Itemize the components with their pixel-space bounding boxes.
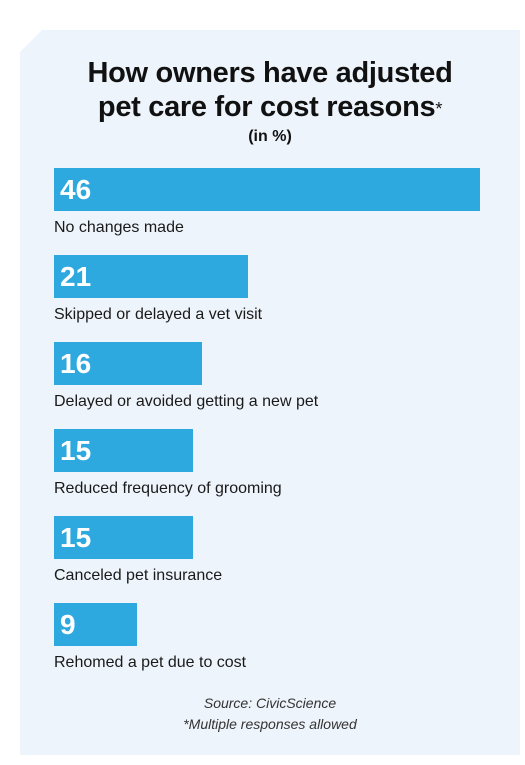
chart-title-line-1: How owners have adjusted	[87, 57, 453, 89]
source-note: Source: CivicScience	[203, 695, 337, 711]
bar-4	[54, 429, 193, 472]
chart-title: How owners have adjusted pet care for co…	[20, 56, 520, 124]
category-label-3: Delayed or avoided getting a new pet	[54, 393, 319, 410]
bar-value-label-6: 9	[60, 609, 76, 640]
category-label-6: Rehomed a pet due to cost	[54, 654, 247, 671]
chart-title-line-2: pet care for cost reasons*	[20, 90, 520, 124]
chart-subtitle: (in %)	[248, 128, 292, 145]
bar-value-label-5: 15	[60, 522, 92, 553]
category-label-4: Reduced frequency of grooming	[54, 480, 282, 497]
category-label-5: Canceled pet insurance	[54, 567, 223, 584]
bar-value-label-3: 16	[60, 348, 92, 379]
bar-5	[54, 516, 193, 559]
category-label-1: No changes made	[54, 219, 184, 236]
bar-3	[54, 342, 202, 385]
title-asterisk: *	[435, 99, 443, 119]
bar-value-label-2: 21	[60, 261, 92, 292]
bar-2	[54, 255, 248, 298]
chart-title-line-2-text: pet care for cost reasons	[97, 91, 436, 123]
bar-value-label-1: 46	[60, 174, 92, 205]
footnote: *Multiple responses allowed	[183, 716, 357, 732]
bar-value-label-4: 15	[60, 435, 92, 466]
bar-6	[54, 603, 137, 646]
bar-1	[54, 168, 480, 211]
category-label-2: Skipped or delayed a vet visit	[54, 306, 263, 323]
